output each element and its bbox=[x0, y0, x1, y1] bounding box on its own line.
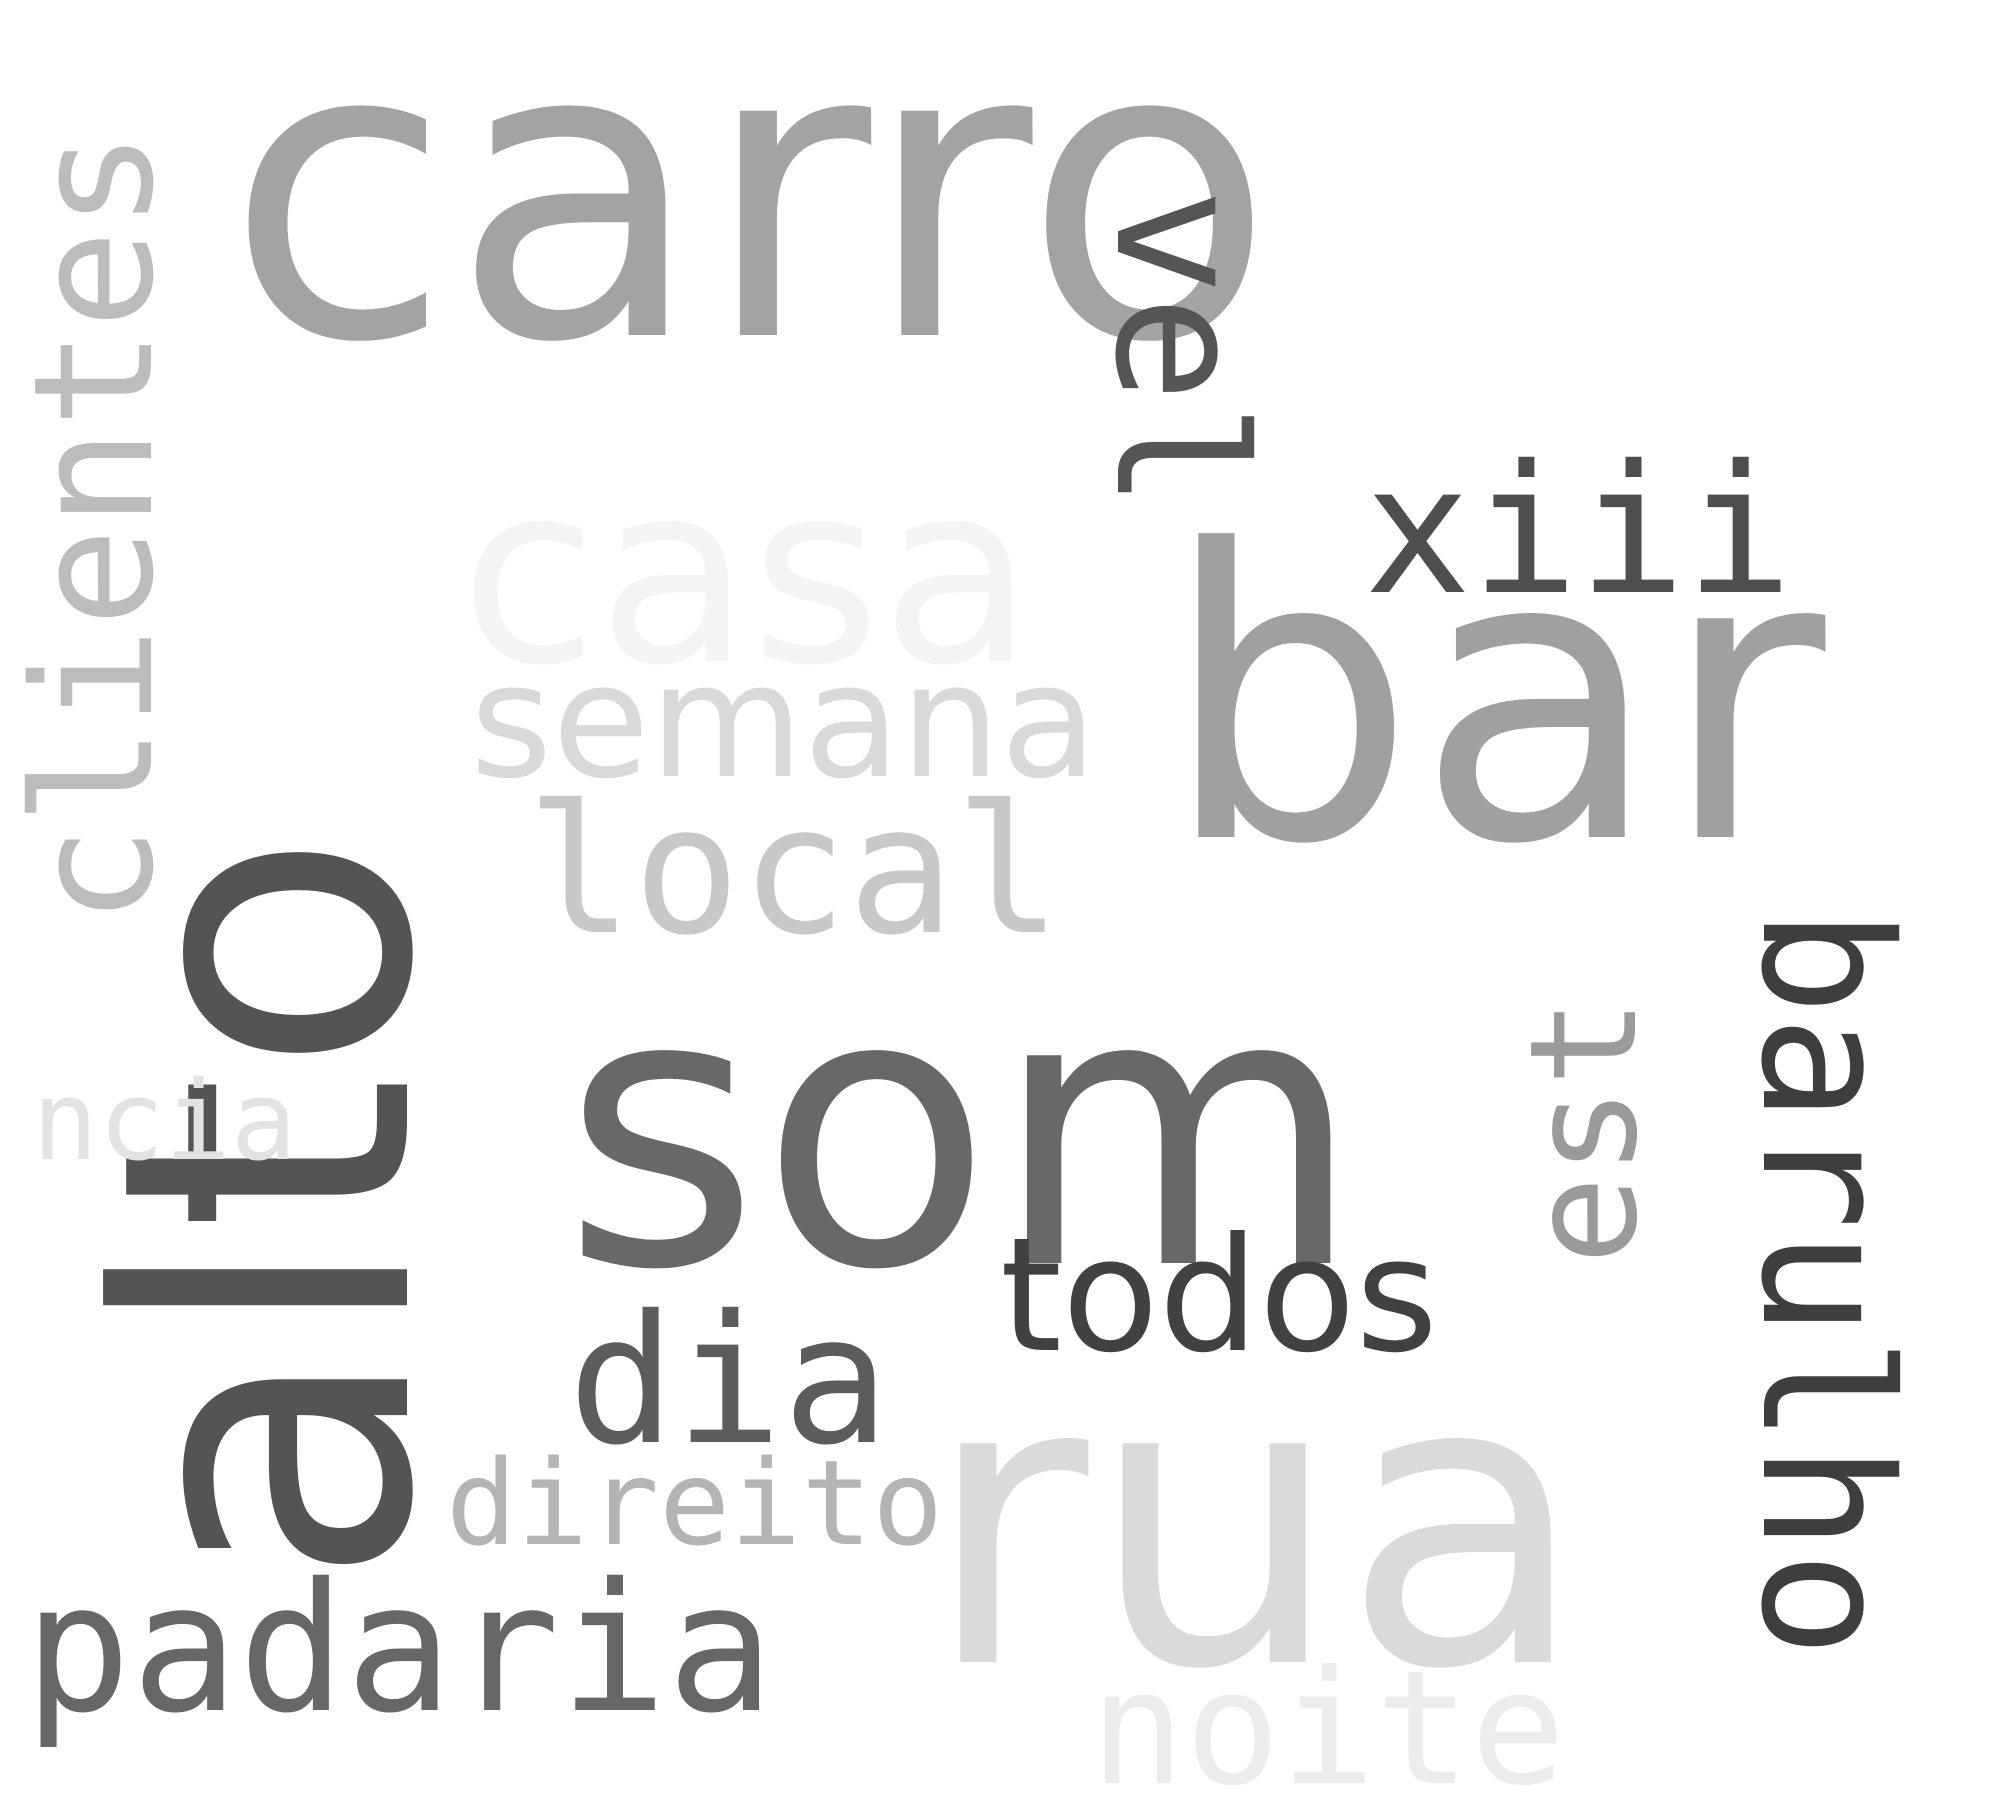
word-est: est bbox=[1498, 997, 1670, 1265]
word-ncia: ncia bbox=[32, 1057, 297, 1185]
word-local: local bbox=[526, 767, 1062, 974]
word-todos: todos bbox=[1000, 1204, 1438, 1388]
word-dia: dia bbox=[568, 1277, 890, 1484]
word-vel: vel bbox=[1076, 188, 1283, 510]
word-clientes: clientes bbox=[0, 130, 190, 925]
word-rua: rua bbox=[924, 1292, 1588, 1757]
word-padaria: padaria bbox=[24, 1545, 775, 1752]
word-bar: bar bbox=[1162, 467, 1826, 932]
word-casa: casa bbox=[460, 429, 1035, 720]
word-noite: noite bbox=[1090, 1637, 1566, 1800]
word-direito: direito bbox=[446, 1434, 944, 1572]
word-xiii: xiii bbox=[1364, 427, 1793, 634]
word-semana: semana bbox=[470, 630, 1098, 814]
word-barulho: barulho bbox=[1722, 908, 1929, 1659]
word-som: som bbox=[562, 910, 1363, 1353]
word-carro: carro bbox=[226, 0, 1275, 432]
word-alto: alto bbox=[37, 830, 502, 1588]
